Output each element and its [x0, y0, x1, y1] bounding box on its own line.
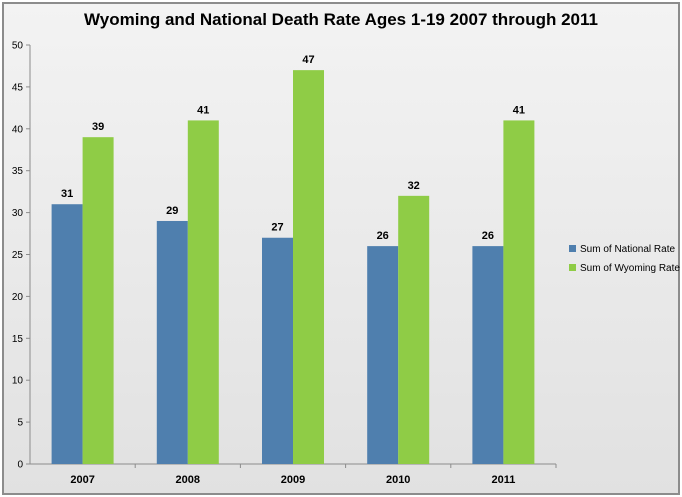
bar-national-2007	[51, 204, 83, 464]
y-tick-label: 15	[12, 334, 24, 345]
bar-national-2008	[156, 220, 188, 464]
x-tick-label: 2011	[491, 474, 515, 486]
x-tick-label: 2010	[386, 474, 410, 486]
data-label: 31	[61, 188, 73, 200]
bars-group	[51, 70, 535, 465]
data-label: 47	[302, 54, 314, 66]
bar-wyoming-2007	[82, 137, 114, 464]
y-tick-label: 20	[12, 292, 24, 303]
bar-national-2011	[472, 246, 504, 464]
y-tick-label: 0	[17, 460, 23, 471]
chart-title: Wyoming and National Death Rate Ages 1-1…	[84, 10, 598, 29]
bar-national-2009	[262, 237, 293, 464]
y-tick-label: 25	[12, 250, 24, 261]
data-label: 41	[513, 104, 525, 116]
legend-label: Sum of Wyoming Rate	[580, 263, 680, 274]
x-tick-label: 2009	[281, 474, 305, 486]
data-label: 39	[92, 121, 104, 133]
bar-wyoming-2010	[398, 195, 430, 464]
data-label: 29	[166, 205, 178, 217]
x-tick-label: 2008	[176, 474, 200, 486]
bar-wyoming-2009	[293, 70, 324, 464]
y-tick-label: 5	[17, 418, 23, 429]
data-label: 41	[197, 104, 209, 116]
bar-wyoming-2008	[187, 120, 219, 465]
legend-swatch	[569, 245, 576, 252]
legend-swatch	[569, 264, 576, 271]
data-label: 32	[408, 180, 420, 192]
y-tick-label: 10	[12, 376, 24, 387]
y-tick-label: 30	[12, 208, 24, 219]
legend-label: Sum of National Rate	[580, 244, 675, 255]
data-labels-group: 31 39 29 41 27 47 26 32 26 41	[61, 54, 525, 242]
x-tick-label: 2007	[70, 474, 94, 486]
bar-wyoming-2011	[503, 120, 535, 465]
y-tick-label: 50	[12, 41, 24, 52]
y-tick-label: 35	[12, 166, 24, 177]
chart-axes: 0 5 10 15 20 25 30 35 40 45 50 2007 2008 2009 2010 2011	[12, 41, 557, 486]
data-label: 26	[482, 230, 494, 242]
data-label: 26	[377, 230, 389, 242]
legend: Sum of National Rate Sum of Wyoming Rate	[569, 244, 680, 274]
y-tick-label: 45	[12, 82, 24, 93]
y-tick-label: 40	[12, 124, 24, 135]
data-label: 27	[271, 222, 283, 234]
bar-national-2010	[367, 246, 399, 464]
